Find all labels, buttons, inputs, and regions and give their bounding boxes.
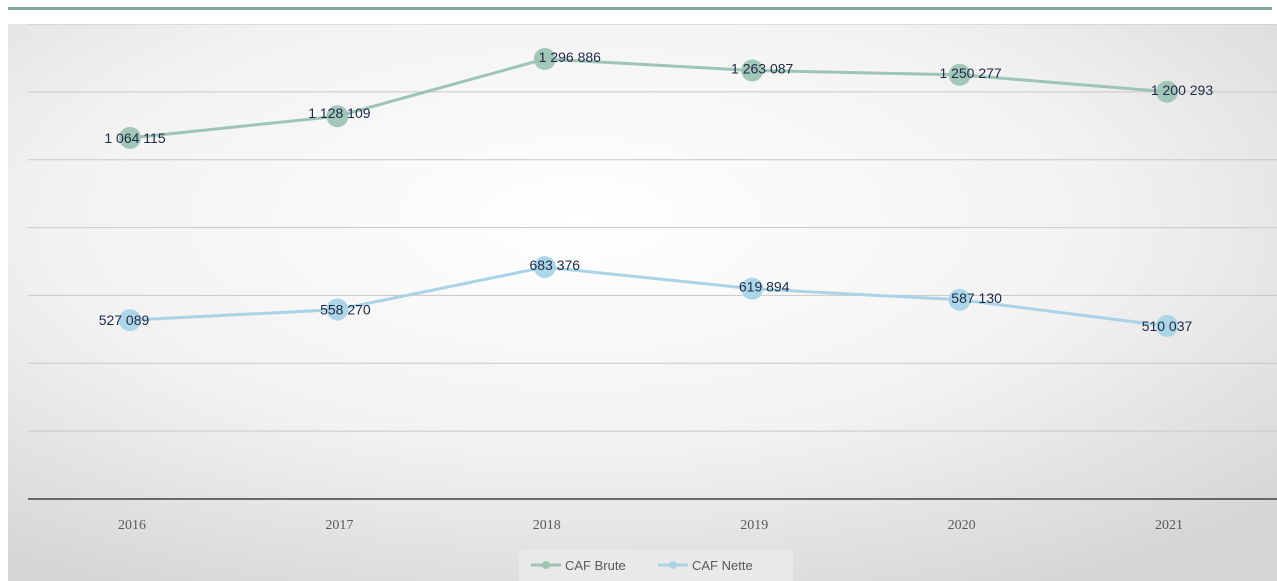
- legend-swatch-marker: [542, 561, 550, 569]
- x-tick-label: 2020: [948, 518, 976, 533]
- x-tick-label: 2019: [740, 518, 768, 533]
- series-line-caf-brute: [129, 57, 1168, 140]
- data-point: [119, 309, 141, 332]
- data-label: 527 089: [99, 312, 150, 328]
- data-point: [533, 256, 556, 279]
- data-label: 1 064 115: [104, 130, 165, 146]
- header-rule: [8, 7, 1272, 10]
- data-point: [948, 288, 971, 311]
- data-label: 510 037: [1142, 318, 1193, 334]
- data-label: 1 296 886: [539, 49, 601, 65]
- data-label: 587 130: [951, 290, 1002, 306]
- legend-swatch-marker: [669, 561, 677, 569]
- legend-box: [519, 550, 793, 581]
- gridlines: [28, 24, 1277, 432]
- x-tick-label: 2016: [118, 518, 146, 533]
- legend-label: CAF Nette: [692, 558, 753, 573]
- plot-background: [8, 24, 1277, 581]
- data-point: [533, 47, 556, 70]
- chart-container: 1 064 115 1 128 109 1 296 886 1 263 087 1 25…: [8, 24, 1277, 581]
- x-tick-label: 2021: [1155, 518, 1183, 533]
- data-label: 619 894: [739, 279, 790, 295]
- x-axis-ticks: 2016 2017 2018 2019 2020 2021: [118, 518, 1183, 533]
- data-point: [741, 59, 764, 82]
- data-point: [1156, 80, 1178, 103]
- line-chart: 1 064 115 1 128 109 1 296 886 1 263 087 1 25…: [8, 24, 1277, 581]
- data-point: [1156, 314, 1178, 337]
- legend-label: CAF Brute: [565, 558, 626, 573]
- data-point: [326, 105, 349, 128]
- data-point: [326, 298, 349, 321]
- data-label: 1 128 109: [308, 105, 370, 121]
- data-label: 1 250 277: [939, 65, 1001, 81]
- data-point: [948, 63, 971, 86]
- data-label: 1 200 293: [1151, 82, 1213, 98]
- series-line-caf-nette: [129, 265, 1168, 328]
- legend: CAF Brute CAF Nette: [519, 550, 793, 581]
- data-point: [741, 277, 764, 300]
- data-label: 558 270: [320, 302, 371, 318]
- data-point: [119, 126, 141, 149]
- data-label: 1 263 087: [731, 60, 793, 76]
- x-tick-label: 2018: [533, 518, 561, 533]
- series-layer: 1 064 115 1 128 109 1 296 886 1 263 087 1 25…: [99, 47, 1213, 337]
- data-label: 683 376: [529, 257, 580, 273]
- x-tick-label: 2017: [325, 518, 353, 533]
